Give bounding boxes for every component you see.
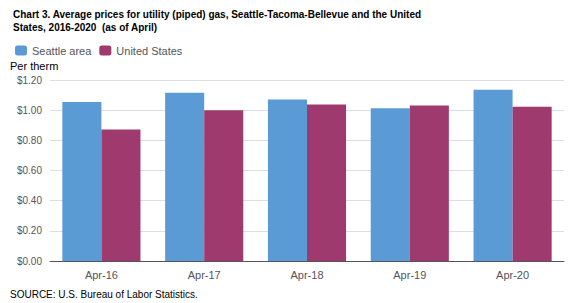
svg-text:SOURCE: U.S. Bureau of Labor S: SOURCE: U.S. Bureau of Labor Statistics. [10,289,198,300]
svg-text:Seattle area: Seattle area [32,45,92,57]
svg-text:Apr-20: Apr-20 [496,269,529,281]
svg-text:$0.20: $0.20 [17,225,42,236]
svg-text:Apr-17: Apr-17 [188,269,221,281]
svg-text:$1.20: $1.20 [17,75,42,86]
svg-text:$1.00: $1.00 [17,105,42,116]
svg-text:Apr-19: Apr-19 [393,269,426,281]
svg-text:$0.80: $0.80 [17,135,42,146]
svg-text:Apr-18: Apr-18 [290,269,323,281]
svg-text:States, 2016-2020 (as of Apri: States, 2016-2020 (as of April) [13,22,157,33]
svg-text:United States: United States [116,45,183,57]
svg-text:Per therm: Per therm [10,60,58,72]
svg-text:Chart 3. Average prices for ut: Chart 3. Average prices for utility (pip… [13,9,421,20]
svg-text:$0.00: $0.00 [17,256,42,267]
svg-text:Apr-16: Apr-16 [85,269,118,281]
svg-text:$0.60: $0.60 [17,165,42,176]
svg-text:$0.40: $0.40 [17,195,42,206]
